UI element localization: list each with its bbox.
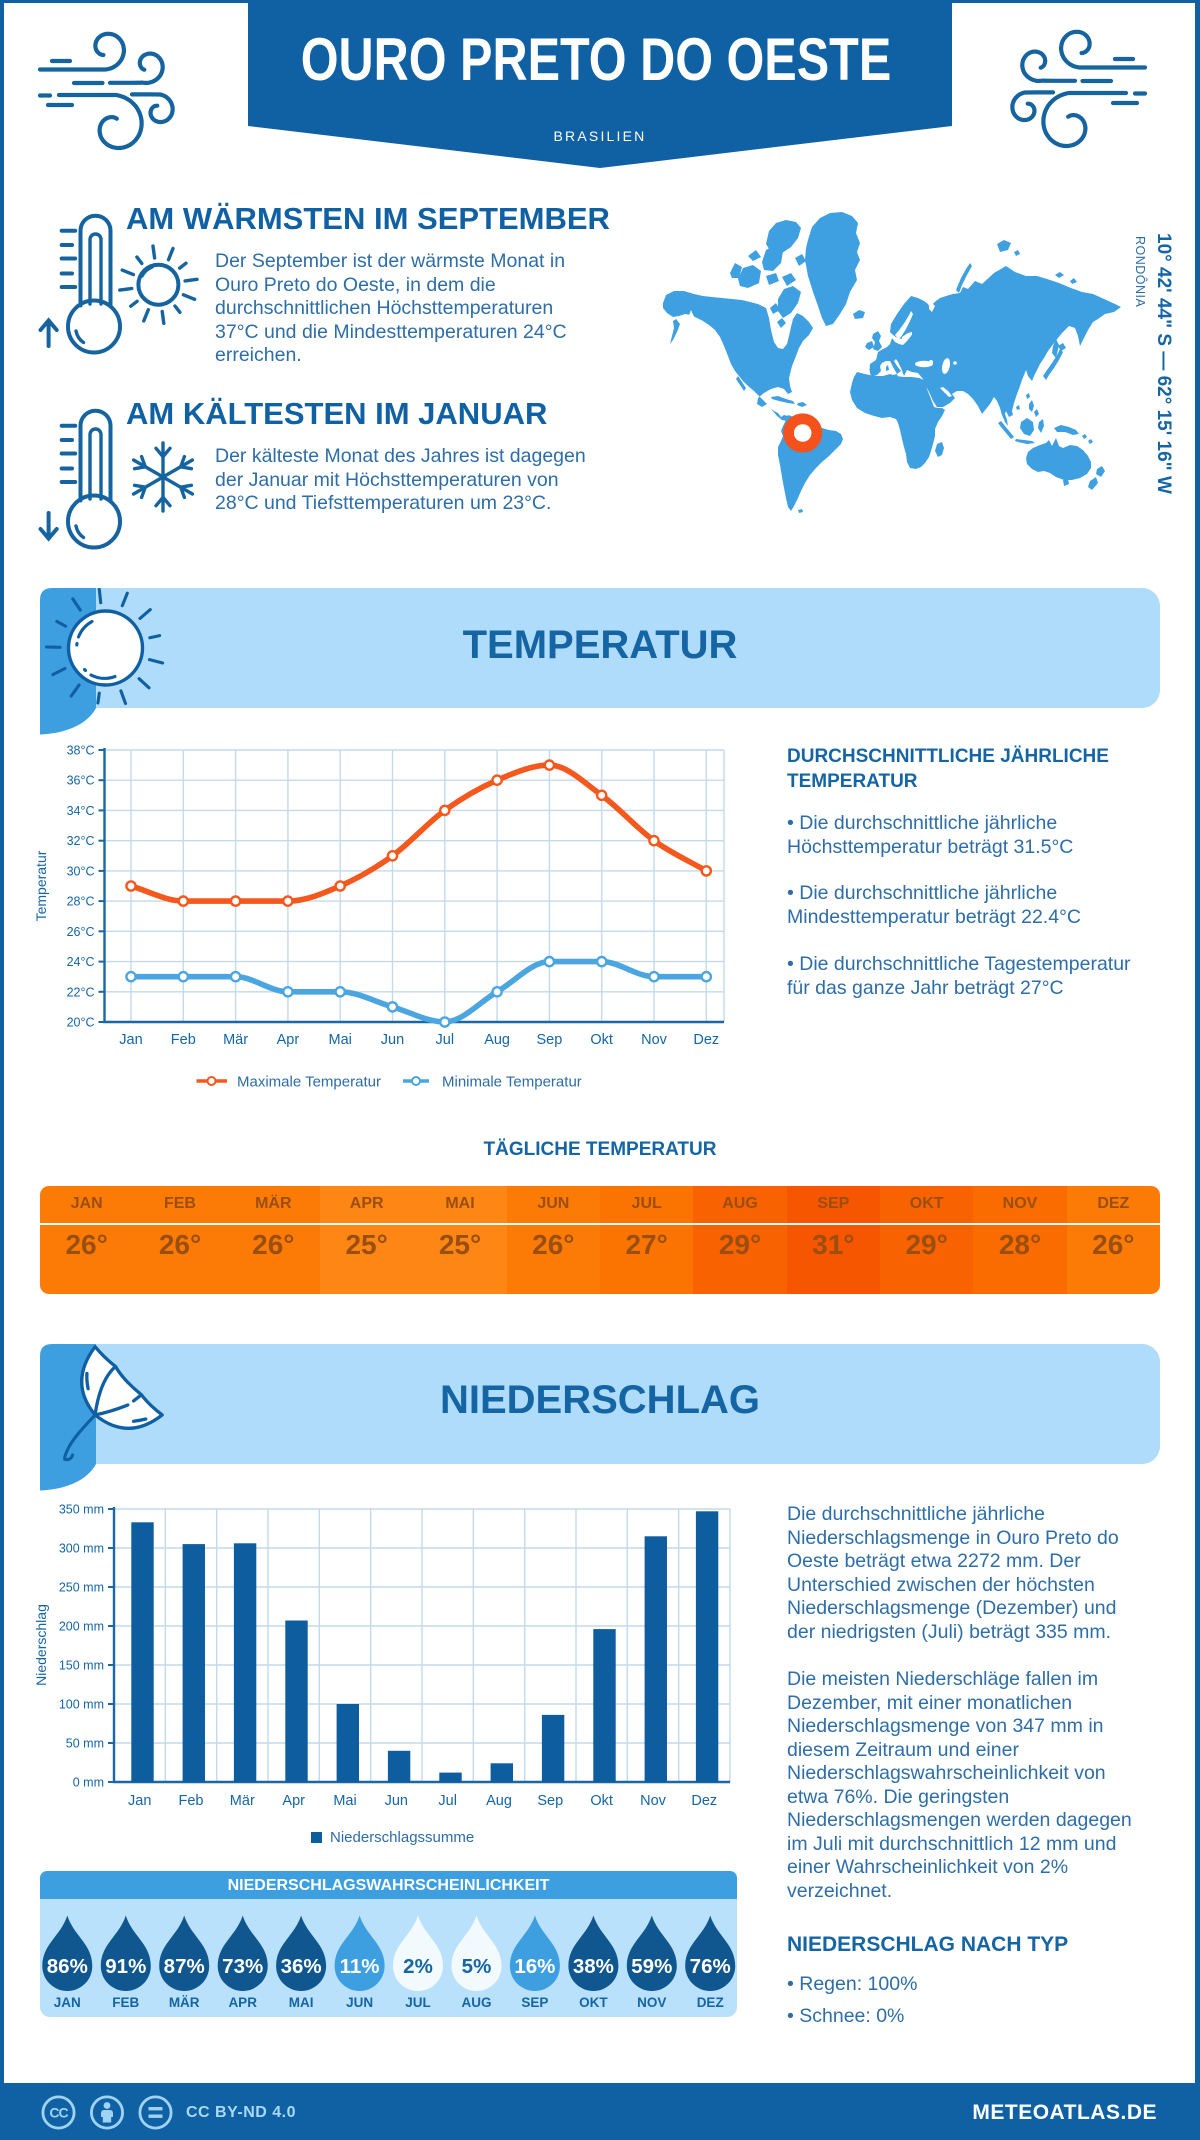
svg-text:Maximale Temperatur: Maximale Temperatur [237,1074,381,1091]
svg-text:11%: 11% [340,1955,380,1978]
svg-text:Temperatur: Temperatur [33,850,49,921]
svg-text:Dez: Dez [691,1793,717,1809]
svg-text:Feb: Feb [179,1793,204,1809]
svg-text:APR: APR [228,1995,257,2010]
svg-text:Dez: Dez [693,1032,719,1048]
svg-text:Jun: Jun [381,1032,404,1048]
svg-text:38%: 38% [573,1955,614,1978]
svg-text:OKT: OKT [579,1995,608,2010]
svg-text:Niederschlagssumme: Niederschlagssumme [330,1829,474,1846]
svg-text:Aug: Aug [484,1032,510,1048]
svg-text:Minimale Temperatur: Minimale Temperatur [442,1074,582,1091]
svg-text:NOV: NOV [637,1995,666,2010]
svg-text:50 mm: 50 mm [66,1737,104,1751]
svg-text:38°C: 38°C [67,744,95,758]
svg-text:26°C: 26°C [67,925,95,939]
svg-text:250 mm: 250 mm [59,1581,104,1595]
svg-text:76%: 76% [690,1955,731,1978]
svg-text:CC: CC [49,2105,68,2121]
svg-text:20°C: 20°C [67,1016,95,1030]
svg-text:JUL: JUL [405,1995,431,2010]
svg-text:100 mm: 100 mm [59,1698,104,1712]
svg-text:Mai: Mai [329,1032,352,1048]
svg-text:Apr: Apr [277,1032,300,1048]
svg-text:350 mm: 350 mm [59,1503,104,1517]
svg-text:28°C: 28°C [67,895,95,909]
svg-text:DEZ: DEZ [697,1995,724,2010]
svg-text:5%: 5% [462,1955,492,1978]
svg-text:Niederschlag: Niederschlag [33,1604,49,1686]
svg-text:Sep: Sep [536,1032,562,1048]
svg-text:FEB: FEB [112,1995,139,2010]
svg-text:SEP: SEP [521,1995,548,2010]
svg-text:Mär: Mär [223,1032,248,1048]
svg-text:0 mm: 0 mm [73,1776,104,1790]
svg-text:150 mm: 150 mm [59,1659,104,1673]
svg-text:Feb: Feb [171,1032,196,1048]
svg-text:32°C: 32°C [67,834,95,848]
svg-text:JUN: JUN [346,1995,373,2010]
svg-text:36°C: 36°C [67,774,95,788]
svg-text:MAI: MAI [289,1995,314,2010]
svg-text:Jan: Jan [119,1032,142,1048]
svg-text:73%: 73% [222,1955,263,1978]
svg-text:Apr: Apr [282,1793,305,1809]
svg-text:Nov: Nov [641,1032,668,1048]
svg-text:Jun: Jun [385,1793,408,1809]
svg-text:Jan: Jan [128,1793,151,1809]
svg-text:22°C: 22°C [67,985,95,999]
svg-text:16%: 16% [514,1955,555,1978]
svg-text:JAN: JAN [54,1995,81,2010]
svg-text:200 mm: 200 mm [59,1620,104,1634]
svg-text:34°C: 34°C [67,804,95,818]
svg-text:86%: 86% [47,1955,88,1978]
svg-text:24°C: 24°C [67,955,95,969]
svg-text:Sep: Sep [537,1793,563,1809]
svg-text:91%: 91% [105,1955,146,1978]
svg-text:Mai: Mai [333,1793,356,1809]
svg-text:Nov: Nov [640,1793,667,1809]
svg-text:36%: 36% [281,1955,322,1978]
svg-text:300 mm: 300 mm [59,1542,104,1556]
svg-text:87%: 87% [164,1955,205,1978]
svg-text:Aug: Aug [486,1793,512,1809]
svg-text:Okt: Okt [590,1032,613,1048]
svg-text:2%: 2% [403,1955,433,1978]
svg-text:MÄR: MÄR [169,1995,200,2010]
svg-text:Jul: Jul [438,1793,457,1809]
svg-text:59%: 59% [631,1955,672,1978]
svg-text:AUG: AUG [462,1995,492,2010]
svg-text:Jul: Jul [436,1032,455,1048]
svg-text:Mär: Mär [230,1793,255,1809]
svg-text:30°C: 30°C [67,864,95,878]
svg-text:Okt: Okt [590,1793,613,1809]
